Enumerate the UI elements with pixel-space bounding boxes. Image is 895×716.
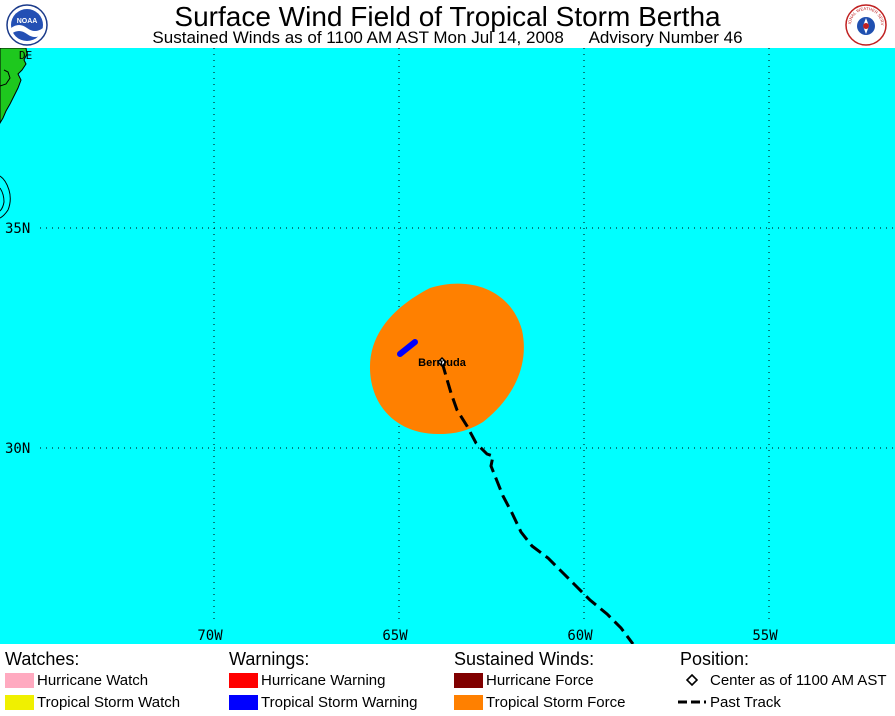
subtitle-time: Sustained Winds as of 1100 AM AST Mon Ju… (152, 28, 564, 47)
dashed-line-icon (678, 694, 706, 710)
legend-item-center: Center as of 1100 AM AST (678, 671, 886, 689)
past-track-line (440, 361, 635, 644)
longitude-labels: 70W 65W 60W 55W (197, 628, 778, 644)
tropical-storm-watch-swatch (5, 694, 34, 710)
legend-item-hurricane-force: Hurricane Force (454, 671, 594, 689)
tropical-storm-warning-segment (397, 339, 418, 357)
state-label-partial: DE (19, 49, 32, 62)
legend-label: Tropical Storm Watch (37, 693, 181, 711)
tropical-storm-force-swatch (454, 694, 483, 710)
legend-heading-position: Position: (680, 649, 750, 669)
lat-label-35n: 35N (5, 221, 30, 237)
tropical-storm-force-wind-area (369, 283, 524, 435)
coastline-inlet-outline (0, 187, 5, 212)
legend-item-past-track: Past Track (678, 693, 781, 711)
legend-label: Center as of 1100 AM AST (710, 671, 887, 689)
lon-label-55w: 55W (752, 628, 778, 644)
tropical-storm-warning-swatch (229, 694, 258, 710)
map-subtitle: Sustained Winds as of 1100 AM AST Mon Ju… (0, 29, 895, 47)
legend-item-hurricane-warning: Hurricane Warning (229, 671, 386, 689)
map-legend: Watches: Hurricane Watch Tropical Storm … (0, 644, 895, 716)
subtitle-advisory: Advisory Number 46 (588, 28, 743, 47)
map-title: Surface Wind Field of Tropical Storm Ber… (174, 1, 721, 32)
legend-heading-watches: Watches: (5, 649, 80, 669)
legend-label: Hurricane Watch (37, 671, 149, 689)
bay-outline (0, 69, 11, 87)
legend-label: Tropical Storm Warning (261, 693, 418, 711)
legend-heading-warnings: Warnings: (229, 649, 310, 669)
legend-item-tropical-storm-force: Tropical Storm Force (454, 693, 625, 711)
diamond-icon (678, 672, 706, 688)
legend-heading-sustained-winds: Sustained Winds: (454, 649, 595, 669)
legend-label: Hurricane Force (486, 671, 594, 689)
latitude-labels: 35N 30N (5, 221, 30, 457)
svg-text:NOAA: NOAA (17, 18, 38, 25)
lon-label-70w: 70W (197, 628, 223, 644)
legend-label: Tropical Storm Force (486, 693, 626, 711)
coastline-sound-outline (0, 175, 11, 219)
nws-logo-icon: NATIONAL WEATHER SERVICE (845, 4, 887, 46)
legend-item-tropical-storm-watch: Tropical Storm Watch (5, 693, 180, 711)
lon-label-60w: 60W (567, 628, 593, 644)
legend-item-tropical-storm-warning: Tropical Storm Warning (229, 693, 417, 711)
lat-label-30n: 30N (5, 441, 30, 457)
hurricane-watch-swatch (5, 672, 34, 688)
us-coastline-land (0, 48, 28, 124)
storm-center-diamond-icon (436, 356, 448, 368)
legend-label: Hurricane Warning (261, 671, 386, 689)
legend-label: Past Track (710, 693, 781, 711)
lon-label-65w: 65W (382, 628, 408, 644)
header: NOAA Surface Wind Field of Tropical Stor… (0, 0, 895, 48)
hurricane-warning-swatch (229, 672, 258, 688)
wind-field-map: Bermuda DE 35N 30N 70W 65W 60W 55W (0, 48, 895, 644)
place-label-bermuda: Bermuda (418, 357, 467, 369)
noaa-logo-icon: NOAA (6, 4, 48, 46)
legend-item-hurricane-watch: Hurricane Watch (5, 671, 148, 689)
hurricane-force-swatch (454, 672, 483, 688)
